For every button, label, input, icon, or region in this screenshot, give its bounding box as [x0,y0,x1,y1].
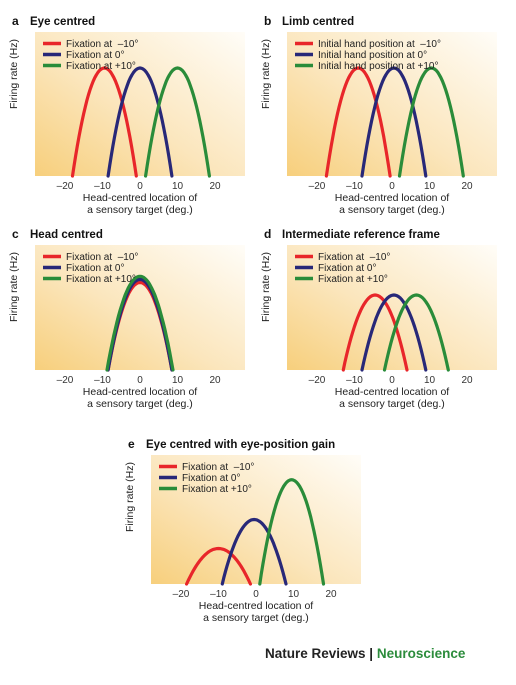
panel-title: Limb centred [282,16,354,28]
x-tick-label: 10 [424,375,436,386]
series-curve-2 [360,66,428,178]
x-tick-label: 0 [389,375,395,386]
x-tick-label: –20 [173,589,190,600]
chart-panel-d: d Intermediate reference frame Firing rate… [260,227,497,410]
legend-label: Fixation at 0° [182,473,240,484]
legend-label: Initial hand position at 0° [318,50,427,61]
legend-label: Fixation at 0° [318,263,376,274]
x-tick-label: 0 [253,589,259,600]
legend-label: Fixation at –10° [182,462,254,473]
x-tick-label: 0 [137,181,143,192]
x-axis-label-line1: Head-centred location of [199,600,313,612]
series-curve-1 [324,66,392,178]
legend-label: Fixation at –10° [66,39,138,50]
plot-background [35,245,245,370]
x-tick-label: 20 [209,375,221,386]
credit-field: Neuroscience [376,646,466,661]
y-axis-label: Firing rate (Hz) [8,39,20,109]
series-curve-2 [360,293,428,372]
x-axis-label-line2: a sensory target (deg.) [339,398,445,410]
legend-label: Fixation at 0° [66,50,124,61]
x-tick-label: 20 [461,375,473,386]
x-axis-label-line2: a sensory target (deg.) [203,612,309,624]
legend-label: Fixation at –10° [66,252,138,263]
series-curve-3 [105,274,175,372]
credit-separator: | [365,646,377,661]
panel-title: Head centred [30,229,103,241]
y-axis-label: Firing rate (Hz) [124,462,136,532]
series-curve-1 [70,66,138,178]
x-axis-label-line1: Head-centred location of [83,386,197,398]
x-tick-label: –10 [346,375,363,386]
legend-label: Fixation at +10° [182,484,252,495]
y-axis-label: Firing rate (Hz) [8,252,20,322]
plot-background [287,32,497,176]
panel-letter: c [12,227,19,241]
legend-label: Fixation at +10° [66,274,136,285]
panel-title: Intermediate reference frame [282,229,440,241]
plot-background [35,32,245,176]
series-curve-2 [220,517,288,586]
x-tick-label: 0 [389,181,395,192]
y-axis-label: Firing rate (Hz) [260,39,272,109]
series-curve-3 [382,293,450,372]
series-curve-3 [397,66,465,178]
x-tick-label: –10 [210,589,227,600]
series-curve-1 [185,546,252,586]
panel-letter: e [128,437,135,451]
legend-label: Fixation at –10° [318,252,390,263]
panel-letter: a [12,14,19,28]
panel-letter: b [264,14,271,28]
x-tick-label: 10 [424,181,436,192]
x-tick-label: –10 [346,181,363,192]
x-axis-label-line1: Head-centred location of [83,192,197,204]
legend-label: Fixation at +10° [66,61,136,72]
legend-label: Fixation at +10° [318,274,388,285]
x-tick-label: –20 [57,181,74,192]
x-tick-label: 0 [137,375,143,386]
x-axis-label-line1: Head-centred location of [335,192,449,204]
series-curve-2 [106,66,174,178]
legend-label: Fixation at 0° [66,263,124,274]
x-tick-label: 10 [172,181,184,192]
x-tick-label: –10 [94,181,111,192]
legend-label: Initial hand position at –10° [318,39,441,50]
x-tick-label: 10 [172,375,184,386]
panel-title: Eye centred with eye-position gain [146,439,335,451]
chart-panel-e: e Eye centred with eye-position gain Firin… [124,437,361,624]
x-tick-label: –20 [309,181,326,192]
x-tick-label: 20 [209,181,221,192]
panel-title: Eye centred [30,16,95,28]
x-axis-label-line2: a sensory target (deg.) [339,204,445,216]
x-tick-label: 20 [325,589,337,600]
x-tick-label: 10 [288,589,300,600]
chart-panel-c: c Head centred Firing rate (Hz) –20 –10 0 10 20… [8,227,245,410]
x-axis-label-line2: a sensory target (deg.) [87,398,193,410]
plot-background [287,245,497,370]
x-axis-label-line1: Head-centred location of [335,386,449,398]
journal-credit: Nature Reviews | Neuroscience [265,646,465,661]
credit-journal: Nature Reviews [265,646,366,661]
x-tick-label: –20 [309,375,326,386]
panel-letter: d [264,227,271,241]
chart-panel-b: b Limb centred Firing rate (Hz) –20 –10 0 10 20… [260,14,497,216]
x-tick-label: –10 [94,375,111,386]
chart-panel-a: a Eye centred Firing rate (Hz) –20 –10 0 10 20 H… [8,14,245,216]
x-tick-label: –20 [57,375,74,386]
y-axis-label: Firing rate (Hz) [260,252,272,322]
series-curve-3 [258,478,326,586]
series-curve-3 [144,66,211,178]
x-tick-label: 20 [461,181,473,192]
legend-label: Initial hand position at +10° [318,61,438,72]
x-axis-label-line2: a sensory target (deg.) [87,204,193,216]
